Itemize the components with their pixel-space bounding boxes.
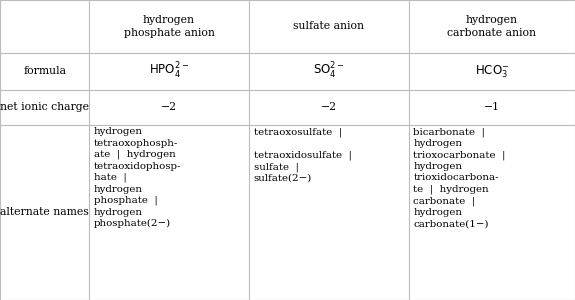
Text: alternate names: alternate names xyxy=(0,207,89,217)
Text: formula: formula xyxy=(23,66,66,76)
Text: −1: −1 xyxy=(484,102,500,112)
Text: $\mathregular{SO_4^{2-}}$: $\mathregular{SO_4^{2-}}$ xyxy=(313,61,345,81)
Text: tetraoxosulfate  |

tetraoxidosulfate  |
sulfate  |
sulfate(2−): tetraoxosulfate | tetraoxidosulfate | su… xyxy=(254,128,351,183)
Text: $\mathregular{HCO_3^{-}}$: $\mathregular{HCO_3^{-}}$ xyxy=(475,63,509,80)
Text: −2: −2 xyxy=(161,102,177,112)
Text: sulfate anion: sulfate anion xyxy=(293,21,365,31)
Text: bicarbonate  |
hydrogen
trioxocarbonate  |
hydrogen
trioxidocarbona-
te  |  hydr: bicarbonate | hydrogen trioxocarbonate |… xyxy=(413,128,506,228)
Text: −2: −2 xyxy=(321,102,337,112)
Text: net ionic charge: net ionic charge xyxy=(0,102,89,112)
Text: hydrogen
carbonate anion: hydrogen carbonate anion xyxy=(447,15,536,38)
Text: hydrogen
tetraoxophosph-
ate  |  hydrogen
tetraoxidophosp-
hate  |
hydrogen
phos: hydrogen tetraoxophosph- ate | hydrogen … xyxy=(94,128,181,228)
Text: hydrogen
phosphate anion: hydrogen phosphate anion xyxy=(124,15,214,38)
Text: $\mathregular{HPO_4^{2-}}$: $\mathregular{HPO_4^{2-}}$ xyxy=(149,61,189,81)
